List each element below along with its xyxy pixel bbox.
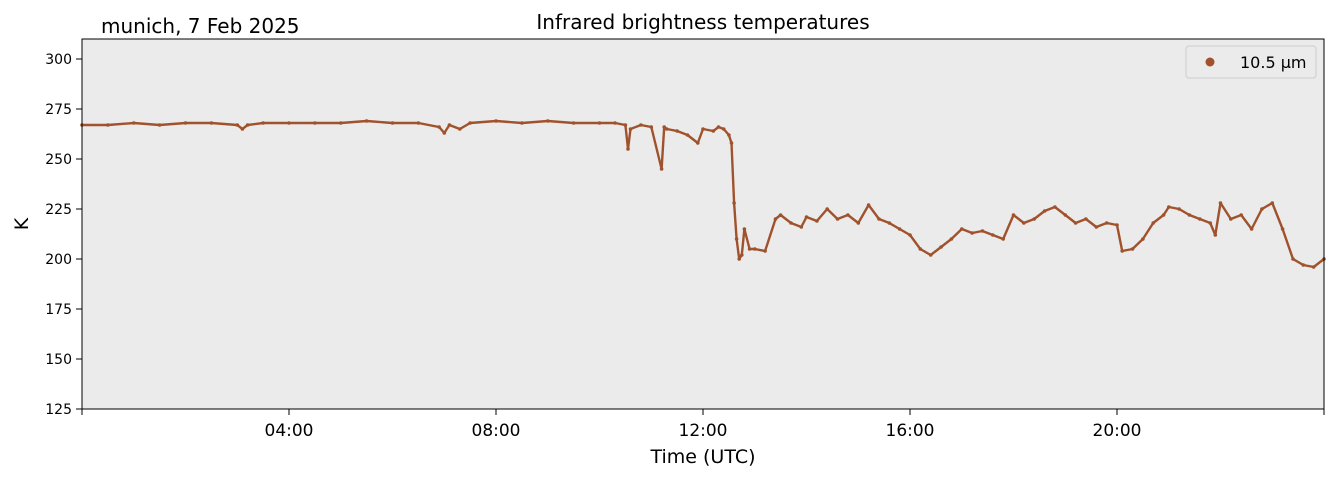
legend-marker — [1205, 57, 1215, 67]
plot-area — [82, 39, 1324, 409]
x-tick-label: 16:00 — [886, 421, 935, 441]
x-tick-label: 08:00 — [472, 421, 521, 441]
x-tick-label: 04:00 — [265, 421, 314, 441]
x-tick-label: 12:00 — [679, 421, 728, 441]
x-axis-ticks: 04:00 08:00 12:00 16:00 20:00 — [81, 409, 1325, 441]
chart-title: Infrared brightness temperatures — [536, 10, 869, 34]
location-date-label: munich, 7 Feb 2025 — [101, 14, 300, 38]
y-tick-label: 175 — [45, 302, 72, 318]
legend: 10.5 µm — [1185, 45, 1317, 79]
series-trace — [82, 119, 1325, 269]
y-axis-label: K — [11, 217, 33, 230]
y-tick-label: 275 — [45, 102, 72, 118]
series-layer — [80, 119, 1326, 269]
legend-box — [1185, 45, 1317, 79]
y-tick-label: 150 — [45, 352, 72, 368]
y-tick-label: 125 — [45, 402, 72, 418]
y-tick-label: 200 — [45, 252, 72, 268]
x-tick-label: 20:00 — [1093, 421, 1142, 441]
y-tick-label: 250 — [45, 152, 72, 168]
x-axis-label: Time (UTC) — [649, 446, 755, 468]
y-tick-label: 300 — [45, 52, 72, 68]
y-tick-label: 225 — [45, 202, 72, 218]
y-axis-ticks: 125 150 175 200 225 250 275 300 — [45, 52, 82, 418]
legend-label: 10.5 µm — [1240, 53, 1306, 72]
